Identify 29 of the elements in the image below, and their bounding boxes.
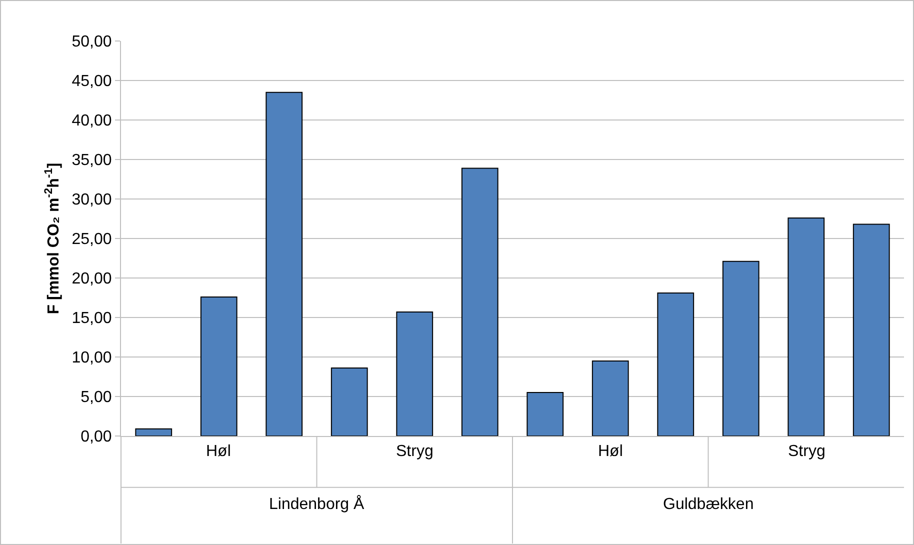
text: Høl [598, 443, 623, 460]
bar [396, 311, 434, 436]
text: Stryg [788, 443, 826, 460]
bar [266, 92, 303, 436]
y-tick-label: 0,00 [80, 428, 112, 446]
text: Lindenborg Å [269, 495, 365, 513]
y-tick-label: 20,00 [72, 270, 112, 288]
text: Stryg [396, 443, 434, 460]
y-tick-label: 5,00 [80, 389, 112, 406]
bar [330, 368, 368, 436]
y-tick-label: 30,00 [72, 192, 112, 209]
bar [135, 428, 172, 436]
y-tick-label: 50,00 [72, 34, 112, 51]
y-tick-label: 25,00 [72, 231, 112, 248]
text: Høl [206, 443, 231, 460]
bar [200, 296, 238, 436]
y-tick-label: 35,00 [72, 152, 112, 170]
bar [722, 260, 760, 436]
y-tick-label: 45,00 [72, 73, 112, 90]
bar [592, 360, 629, 436]
bar [788, 217, 825, 436]
y-tick-label: 10,00 [72, 350, 112, 367]
y-tick-label: 40,00 [72, 112, 112, 130]
y-tick-label: 15,00 [72, 310, 112, 328]
bar [657, 292, 694, 436]
bar [852, 224, 890, 436]
bar [526, 392, 564, 436]
bar [461, 168, 498, 436]
text: Guldbækken [663, 496, 754, 513]
